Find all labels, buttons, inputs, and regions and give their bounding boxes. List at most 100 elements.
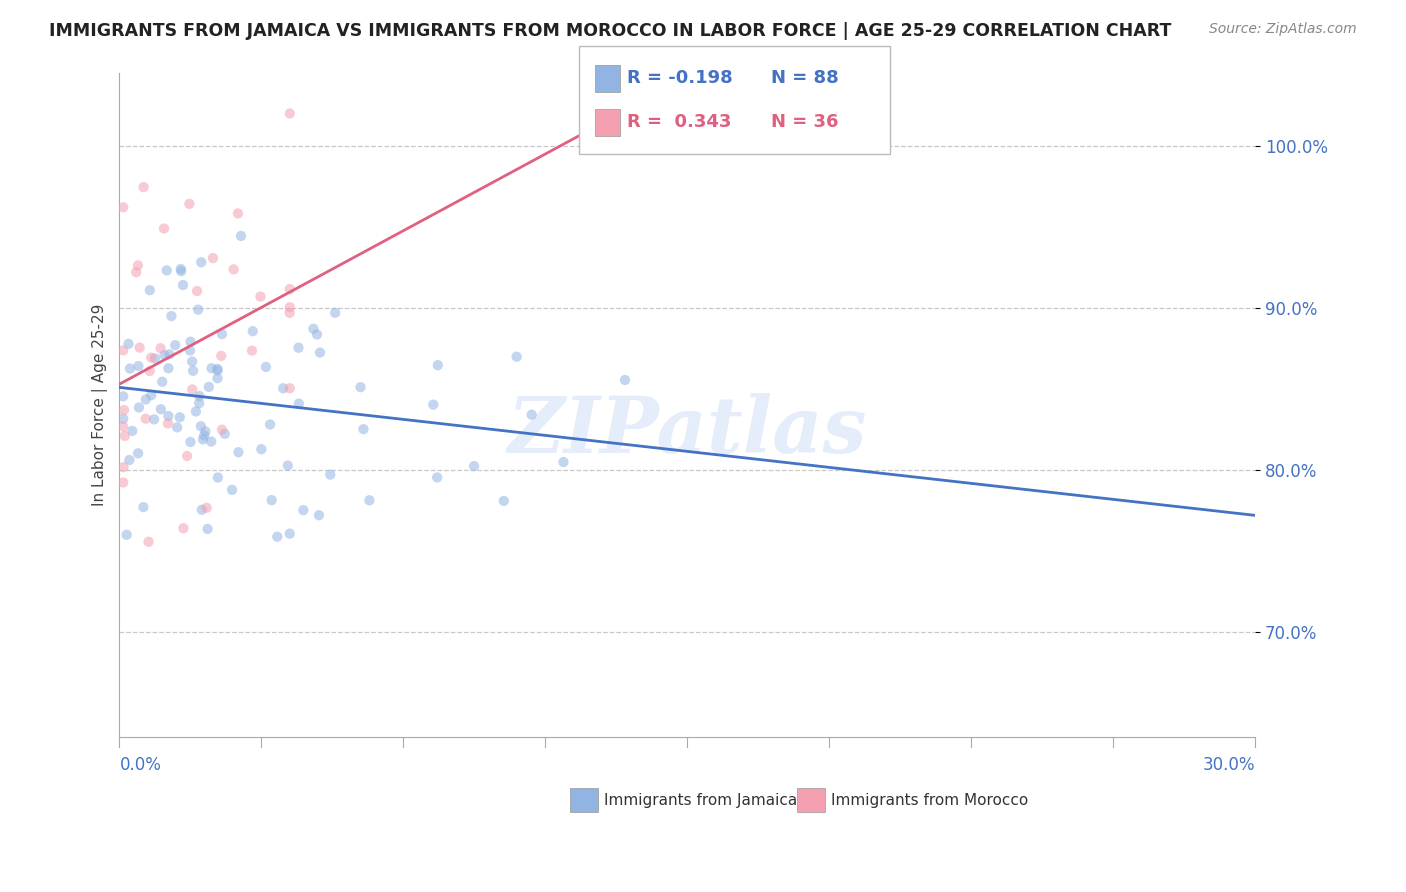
Point — [179, 334, 201, 349]
Point — [114, 429, 136, 443]
Text: Source: ZipAtlas.com: Source: ZipAtlas.com — [1209, 22, 1357, 37]
Point — [505, 350, 527, 364]
Point — [118, 453, 141, 467]
Point — [240, 343, 263, 358]
Point — [200, 434, 222, 449]
Point — [198, 380, 221, 394]
Text: R =  0.343: R = 0.343 — [627, 113, 731, 131]
Point — [197, 522, 219, 536]
Point — [135, 392, 157, 407]
Point — [141, 351, 163, 365]
Point — [190, 419, 212, 434]
Point — [207, 470, 229, 484]
Point — [242, 324, 264, 338]
Point — [125, 265, 148, 279]
Point — [288, 396, 311, 410]
Point — [118, 361, 141, 376]
Point — [287, 341, 309, 355]
Point — [260, 493, 283, 508]
Point — [259, 417, 281, 432]
Point — [221, 483, 243, 497]
Point — [305, 327, 328, 342]
Point — [172, 278, 194, 293]
Point — [179, 343, 201, 358]
Point — [359, 493, 381, 508]
Point — [121, 424, 143, 438]
Point — [250, 442, 273, 457]
Point — [112, 460, 135, 475]
Point — [132, 180, 155, 194]
Point — [172, 521, 194, 535]
Point — [463, 459, 485, 474]
Point — [112, 389, 135, 403]
Point — [112, 200, 135, 214]
Point — [211, 423, 233, 437]
Point — [292, 503, 315, 517]
FancyBboxPatch shape — [571, 788, 598, 812]
Point — [222, 262, 245, 277]
Text: N = 36: N = 36 — [770, 113, 838, 131]
Point — [166, 420, 188, 434]
Point — [207, 363, 229, 377]
Point — [157, 361, 180, 376]
Point — [266, 530, 288, 544]
Point — [211, 327, 233, 342]
Point — [179, 434, 201, 449]
Point — [200, 361, 222, 376]
Point — [138, 534, 160, 549]
Point — [214, 426, 236, 441]
Point — [149, 341, 172, 355]
Point — [160, 309, 183, 323]
Point — [309, 345, 332, 359]
Point — [195, 500, 218, 515]
Point — [278, 306, 301, 320]
Point — [308, 508, 330, 523]
Point — [112, 475, 135, 490]
Point — [277, 458, 299, 473]
Point — [181, 383, 204, 397]
Point — [141, 388, 163, 402]
Text: 30.0%: 30.0% — [1202, 756, 1256, 774]
Point — [117, 336, 139, 351]
Point — [209, 349, 232, 363]
Point — [187, 302, 209, 317]
Point — [278, 300, 301, 314]
Point — [426, 358, 449, 372]
Point — [184, 404, 207, 418]
Point — [170, 262, 193, 277]
Point — [127, 359, 149, 373]
Point — [143, 351, 166, 366]
Point — [614, 373, 637, 387]
Point — [226, 206, 249, 220]
Text: 0.0%: 0.0% — [120, 756, 162, 774]
Point — [349, 380, 371, 394]
Point — [115, 528, 138, 542]
Point — [353, 422, 375, 436]
Point — [278, 106, 301, 120]
Point — [127, 446, 149, 460]
Point — [128, 401, 150, 415]
Text: R = -0.198: R = -0.198 — [627, 70, 733, 87]
Point — [143, 412, 166, 426]
Point — [169, 410, 191, 425]
Point — [229, 228, 252, 243]
Point — [170, 264, 193, 278]
Point — [302, 322, 325, 336]
Point — [426, 470, 449, 484]
Point — [181, 364, 204, 378]
Point — [139, 283, 162, 297]
Y-axis label: In Labor Force | Age 25-29: In Labor Force | Age 25-29 — [93, 304, 108, 506]
Point — [156, 263, 179, 277]
Text: N = 88: N = 88 — [770, 70, 838, 87]
Point — [179, 197, 201, 211]
Point — [254, 359, 277, 374]
Point — [150, 375, 173, 389]
Text: IMMIGRANTS FROM JAMAICA VS IMMIGRANTS FROM MOROCCO IN LABOR FORCE | AGE 25-29 CO: IMMIGRANTS FROM JAMAICA VS IMMIGRANTS FR… — [49, 22, 1171, 40]
Point — [194, 425, 217, 439]
Point — [422, 398, 444, 412]
Point — [193, 428, 215, 442]
Point — [520, 408, 543, 422]
Point — [157, 347, 180, 361]
Point — [191, 433, 214, 447]
Point — [278, 526, 301, 541]
